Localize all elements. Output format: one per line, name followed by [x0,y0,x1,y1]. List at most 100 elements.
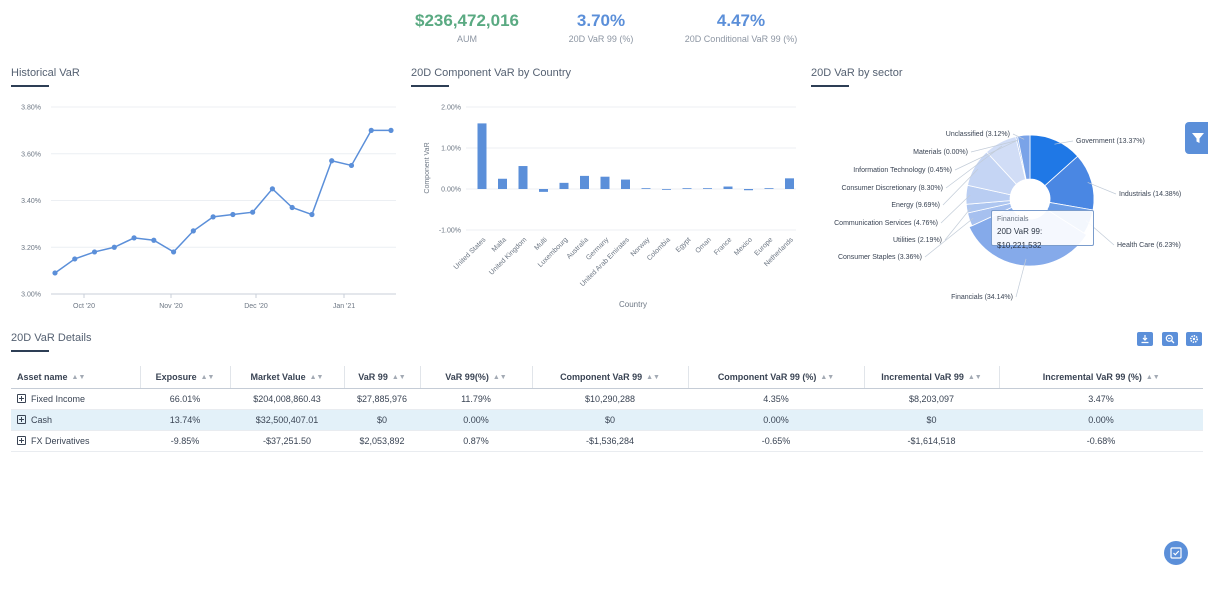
kpi-var-value: 3.70% [576,11,626,30]
bar [641,188,651,189]
y-tick-label: 1.00% [441,146,461,153]
bar [723,186,733,189]
column-header-exposure[interactable]: Exposure ▲▼ [140,366,231,389]
filter-icon [1192,133,1204,143]
bar [764,188,774,189]
zoom-icon [1165,334,1175,344]
column-header-incremental-var[interactable]: Incremental VaR 99 ▲▼ [864,366,1000,389]
expand-icon[interactable] [17,393,26,403]
slice-connector [970,139,1019,153]
sort-icon[interactable]: ▲▼ [1145,373,1160,381]
kpi-var: 3.70% 20D VaR 99 (%) [560,10,642,46]
y-tick-label: 2.00% [441,105,461,112]
table-cell: $27,885,976 [344,388,420,410]
checklist-button[interactable] [1164,541,1188,565]
x-tick-label: Oman [694,236,713,255]
sector-tooltip: Financials 20D VaR 99: $10,221,532 [991,210,1094,250]
bar [559,182,569,189]
sort-icon[interactable]: ▲▼ [492,373,507,381]
column-header-incremental-var-pct[interactable]: Incremental VaR 99 (%) ▲▼ [999,366,1203,389]
table-cell: $10,290,288 [532,388,688,410]
data-point [230,211,236,218]
column-header-market-value[interactable]: Market Value ▲▼ [230,366,345,389]
sort-icon[interactable]: ▲▼ [309,373,324,381]
sort-icon[interactable]: ▲▼ [391,373,406,381]
kpi-cvar-label: 20D Conditional VaR 99 (%) [684,34,798,44]
column-header-var99-pct[interactable]: VaR 99(%) ▲▼ [420,366,533,389]
column-header-var99[interactable]: VaR 99 ▲▼ [344,366,421,389]
table-cell: $8,203,097 [864,388,999,410]
title-underline [11,85,49,87]
data-point [52,270,58,276]
table-cell: 0.00% [999,409,1203,431]
data-point [111,244,117,250]
table-header-row: Asset name ▲▼ Exposure ▲▼ Market Value ▲▼ V… [11,366,1203,389]
table-row[interactable]: FX Derivatives -9.85% -$37,251.50 $2,053… [11,430,1203,452]
x-tick-label: Nov '20 [159,303,183,310]
sort-icon[interactable]: ▲▼ [200,373,215,381]
table-row[interactable]: Cash 13.74% $32,500,407.01 $0 0.00% $0 0… [11,409,1203,431]
zoom-button[interactable] [1162,332,1178,346]
slice-label: Industrials (14.38%) [1119,191,1181,198]
sort-icon[interactable]: ▲▼ [967,373,982,381]
asset-name: Fixed Income [31,393,86,404]
kpi-header: $236,472,016 AUM 3.70% 20D VaR 99 (%) 4.… [0,10,1208,50]
bar [744,189,753,191]
column-header-component-var-pct[interactable]: Component VaR 99 (%) ▲▼ [688,366,865,389]
slice-connector [945,145,1003,189]
details-title: 20D VaR Details [11,332,92,344]
table-cell: 0.00% [688,409,864,431]
var-details-table: Asset name ▲▼ Exposure ▲▼ Market Value ▲▼ V… [11,366,1203,452]
slice-connector [1087,182,1117,195]
data-point [151,237,157,243]
bar [600,176,610,189]
settings-button[interactable] [1186,332,1202,346]
data-point [329,158,335,164]
table-cell: 4.35% [688,388,864,410]
bar [785,178,794,189]
checklist-icon [1170,547,1182,559]
table-cell: -9.85% [140,430,230,452]
data-point [289,204,295,211]
asset-name: FX Derivatives [31,435,90,446]
data-point [388,127,394,133]
expand-icon[interactable] [17,414,26,424]
expand-icon[interactable] [17,435,26,445]
sort-icon[interactable]: ▲▼ [71,373,86,381]
tooltip-name: Financials [997,216,1029,223]
filter-button[interactable] [1185,122,1208,154]
data-point [348,162,355,169]
sort-icon[interactable]: ▲▼ [820,373,835,381]
y-tick-label: 3.20% [21,245,41,252]
title-underline [811,85,849,87]
table-cell: Fixed Income [11,388,140,410]
download-button[interactable] [1137,332,1153,346]
table-cell: 0.00% [420,409,532,431]
data-point [72,256,78,262]
slice-connector [1054,140,1074,145]
data-point [131,235,137,241]
table-row[interactable]: Fixed Income 66.01% $204,008,860.43 $27,… [11,388,1203,410]
column-header-label: Component VaR 99 [560,371,643,382]
x-tick-label: Mexico [733,236,754,257]
x-tick-label: Egypt [675,236,693,254]
sort-icon[interactable]: ▲▼ [646,373,660,381]
slice-label: Energy (9.69%) [891,202,940,209]
table-cell: 3.47% [999,388,1203,410]
slice-label: Government (13.37%) [1076,138,1145,145]
slice-connector [1015,258,1027,298]
column-header-asset-name[interactable]: Asset name ▲▼ [11,366,141,389]
y-tick-label: 3.00% [21,292,41,299]
x-tick-label: Jan '21 [333,303,355,310]
slice-label: Communication Services (4.76%) [834,220,938,227]
data-point [309,211,315,218]
slice-label: Financials (34.14%) [951,294,1013,301]
sector-var-panel: 20D VaR by sector Government (13.37%) Ind… [811,66,1208,316]
historical-var-title: Historical VaR [11,67,80,79]
title-underline [11,350,49,352]
x-tick-label: Malta [491,236,508,253]
column-header-component-var[interactable]: Component VaR 99 ▲▼ [532,366,689,389]
slice-label: Materials (0.00%) [913,149,968,156]
table-cell: $0 [344,409,420,431]
y-tick-label: 3.60% [21,151,41,158]
